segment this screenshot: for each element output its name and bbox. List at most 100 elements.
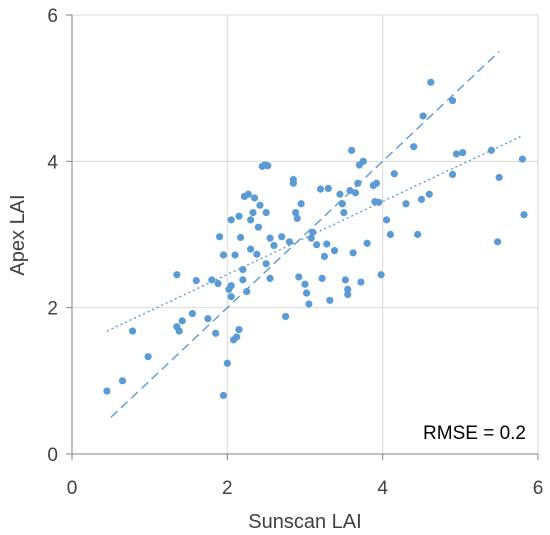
data-point <box>359 157 367 165</box>
data-point <box>520 211 528 219</box>
data-point <box>330 246 339 255</box>
data-point <box>285 238 294 246</box>
data-point <box>301 280 309 288</box>
data-point <box>309 228 317 236</box>
data-point <box>375 198 383 206</box>
data-point <box>323 240 331 248</box>
data-point <box>208 276 216 284</box>
y-tick-label: 0 <box>47 445 58 466</box>
data-point <box>175 327 183 335</box>
data-point <box>264 162 272 170</box>
data-point <box>173 271 181 279</box>
data-point <box>349 249 357 257</box>
data-point <box>214 279 222 288</box>
data-point <box>289 179 297 187</box>
rmse-annotation: RMSE = 0.2 <box>423 423 526 444</box>
data-point <box>247 216 255 224</box>
data-point <box>326 296 334 304</box>
tick-labels: 0 2 4 6 0 2 4 6 <box>47 6 543 499</box>
gridlines <box>72 14 539 454</box>
data-point <box>250 194 259 202</box>
data-point <box>192 276 200 285</box>
data-point <box>254 223 262 231</box>
data-point <box>452 150 461 158</box>
dotted-trend-line <box>106 135 523 332</box>
data-point <box>236 233 245 242</box>
data-point <box>313 241 321 249</box>
data-point <box>382 216 391 224</box>
data-point <box>336 190 344 198</box>
x-axis-title: Sunscan LAI <box>248 511 361 533</box>
x-tick-label: 0 <box>67 478 78 499</box>
data-point <box>363 239 371 247</box>
data-point <box>235 212 243 220</box>
data-point <box>278 233 286 241</box>
data-point <box>341 276 349 284</box>
data-point <box>231 251 239 259</box>
data-point <box>390 170 398 178</box>
data-point <box>410 143 418 151</box>
data-point <box>243 287 251 296</box>
dashed-trend-line <box>110 51 500 418</box>
data-point <box>188 309 196 318</box>
data-point <box>357 278 365 286</box>
data-point <box>128 327 137 335</box>
data-point <box>494 238 502 246</box>
data-point <box>338 200 346 208</box>
data-point <box>351 189 360 197</box>
data-point <box>204 315 212 323</box>
y-tick-label: 6 <box>47 6 58 27</box>
data-point <box>262 260 270 268</box>
data-point <box>344 290 352 299</box>
data-point <box>239 276 247 284</box>
data-point <box>223 359 231 367</box>
data-points <box>103 78 528 400</box>
data-point <box>215 233 224 241</box>
data-point <box>425 190 433 198</box>
data-point <box>459 148 467 157</box>
x-tick-label: 2 <box>222 478 233 499</box>
data-point <box>386 230 395 239</box>
data-point <box>297 200 305 208</box>
data-point <box>212 329 220 337</box>
data-point <box>244 190 252 198</box>
data-point <box>233 333 241 341</box>
data-point <box>318 274 326 282</box>
x-tick-label: 4 <box>377 478 388 499</box>
data-point <box>293 214 301 223</box>
data-point <box>266 274 274 282</box>
data-point <box>377 271 385 279</box>
data-point <box>103 387 111 395</box>
data-point <box>305 300 313 308</box>
data-point <box>295 273 303 281</box>
data-point <box>316 185 325 193</box>
data-point <box>495 173 503 182</box>
data-point <box>518 155 527 163</box>
y-axis-title: Apex LAI <box>7 194 29 275</box>
data-point <box>427 78 435 86</box>
data-point <box>249 208 257 217</box>
data-point <box>346 187 354 195</box>
data-point <box>227 293 235 301</box>
data-point <box>235 326 243 334</box>
data-point <box>419 112 427 120</box>
data-point <box>178 317 186 325</box>
data-point <box>281 312 290 321</box>
data-point <box>144 353 152 361</box>
data-point <box>324 184 332 193</box>
data-point <box>256 201 264 209</box>
data-point <box>354 179 362 187</box>
data-point <box>227 282 235 290</box>
data-point <box>239 266 247 274</box>
data-point <box>414 230 422 239</box>
data-point <box>247 245 255 253</box>
y-tick-label: 2 <box>47 299 58 320</box>
data-point <box>320 252 329 261</box>
data-point <box>372 179 381 187</box>
data-point <box>348 146 356 154</box>
data-point <box>219 391 228 400</box>
data-point <box>262 208 270 217</box>
axes <box>66 14 539 460</box>
data-point <box>227 216 235 224</box>
